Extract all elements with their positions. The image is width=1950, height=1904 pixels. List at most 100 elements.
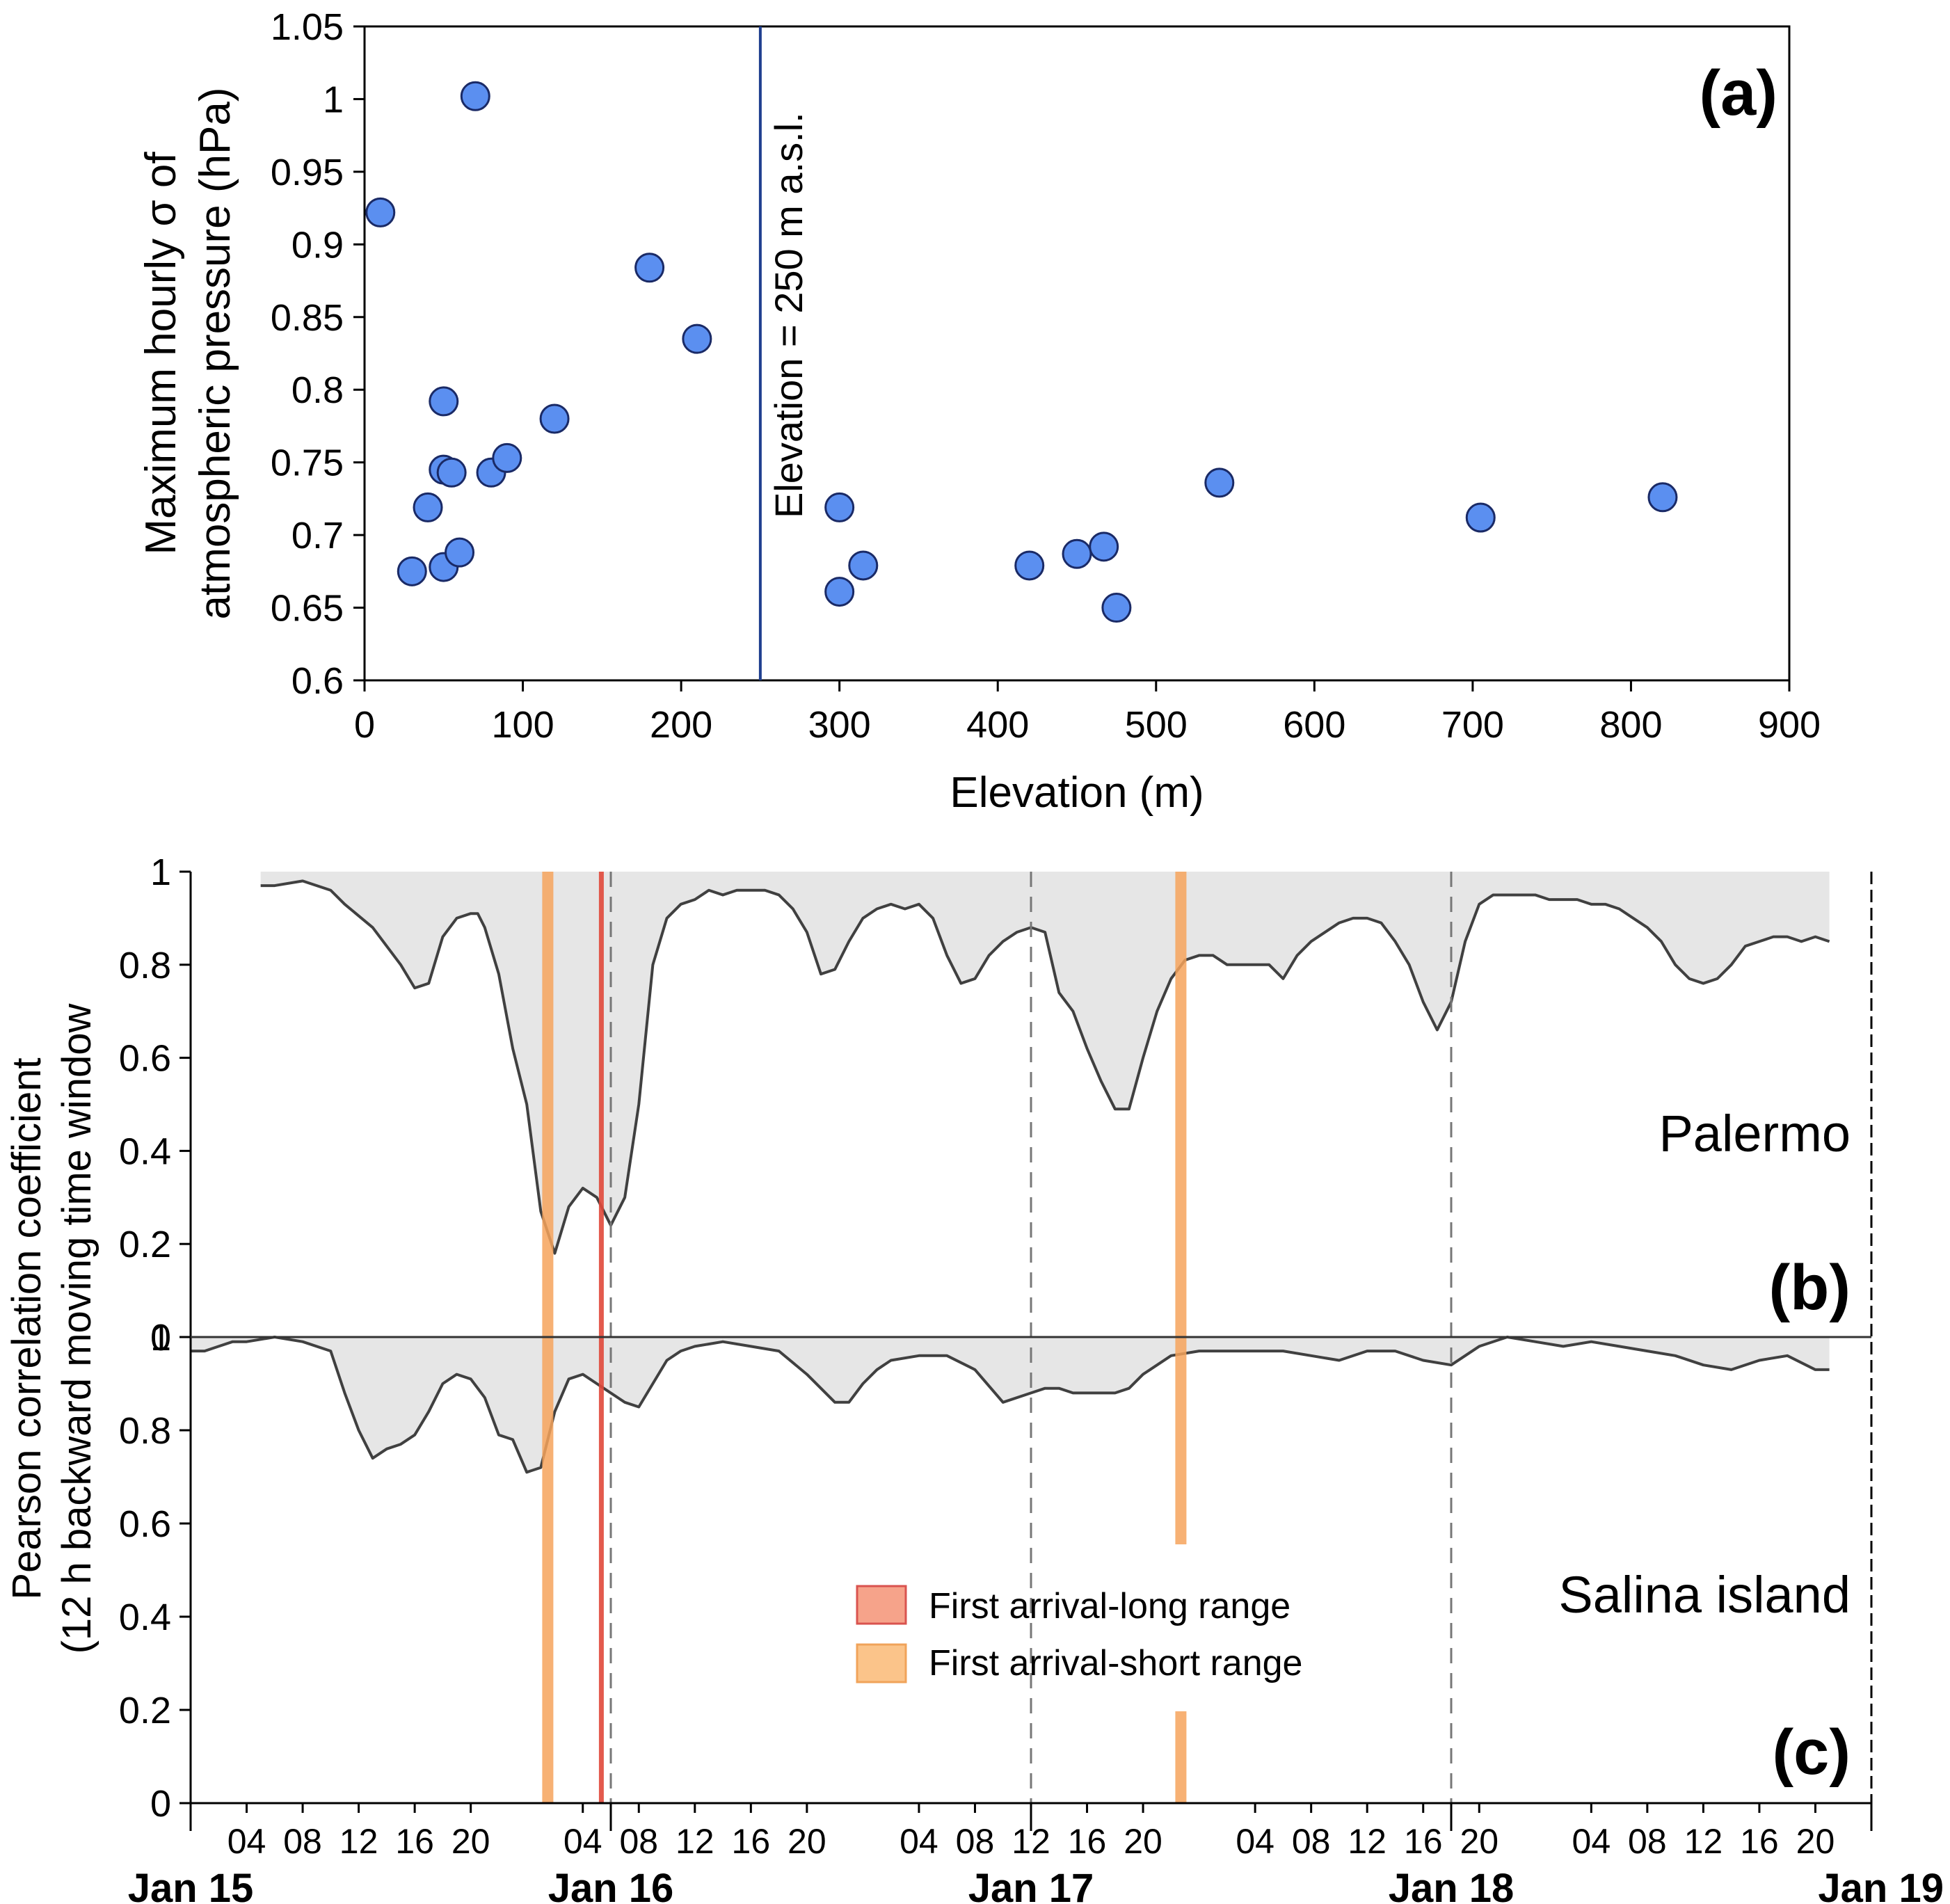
salina-line xyxy=(191,1336,1830,1474)
hour-tick-label: 20 xyxy=(451,1822,490,1861)
arrival-band-short xyxy=(1175,1711,1187,1803)
panel-a-x-tick-label: 900 xyxy=(1758,704,1821,746)
panel-bc-timeseries: 0 0.2 0.4 0.6 0.8 1 0 0.2 0.4 0.6 0.8 1 04 08 12 16 20… xyxy=(4,851,1944,1904)
scatter-point xyxy=(492,442,522,473)
scatter-point xyxy=(413,492,443,522)
hour-tick-label: 04 xyxy=(227,1822,266,1861)
hour-tick-label: 04 xyxy=(1572,1822,1611,1861)
panel-c-y-tick-label: 1 xyxy=(150,1317,171,1359)
day-tick-label: Jan 17 xyxy=(968,1866,1094,1904)
hour-tick-label: 12 xyxy=(1348,1822,1386,1861)
panel-a-y-tick-label: 0.6 xyxy=(291,660,344,702)
panel-a-y-ticks: 0.6 0.65 0.7 0.75 0.8 0.85 0.9 0.95 1 1.05 xyxy=(271,6,365,702)
panel-a-x-tick-label: 200 xyxy=(650,704,712,746)
scatter-point xyxy=(1101,593,1132,623)
hour-tick-label: 20 xyxy=(1460,1822,1499,1861)
panel-a-x-tick-label: 400 xyxy=(966,704,1029,746)
panel-c-y-tick-label: 0.8 xyxy=(119,1410,171,1452)
hour-tick-label: 08 xyxy=(1292,1822,1331,1861)
panel-a-points xyxy=(365,81,1678,623)
hour-tick-label: 04 xyxy=(564,1822,602,1861)
time-axis-ticks: 04 08 12 16 20 04 08 12 16 20 04 08 12 16 20 04 08 12 16 20… xyxy=(128,1803,1944,1904)
elevation-threshold-label: Elevation = 250 m a.s.l. xyxy=(767,112,810,518)
scatter-point xyxy=(539,403,570,434)
panel-a-x-axis-label: Elevation (m) xyxy=(950,769,1204,817)
panel-c-y-tick-label: 0.4 xyxy=(119,1597,171,1638)
panel-a-scatter: 0.6 0.65 0.7 0.75 0.8 0.85 0.9 0.95 1 1.05 0 100 20… xyxy=(137,6,1821,817)
scatter-point xyxy=(848,550,879,581)
panel-c-area xyxy=(191,1336,1830,1474)
panel-c-station-label: Salina island xyxy=(1558,1566,1851,1624)
panel-a-frame xyxy=(363,25,1791,682)
panel-a-x-tick-label: 100 xyxy=(492,704,554,746)
panel-a-y-tick-label: 0.7 xyxy=(291,515,344,557)
scatter-point xyxy=(1204,467,1235,498)
scatter-point xyxy=(397,556,427,586)
hour-tick-label: 16 xyxy=(1068,1822,1107,1861)
panel-a-y-tick-label: 0.85 xyxy=(271,297,344,339)
panel-c-y-tick-label: 0.2 xyxy=(119,1690,171,1731)
scatter-point xyxy=(682,323,712,354)
scatter-point xyxy=(429,386,459,417)
panel-b-y-tick-label: 0.8 xyxy=(119,945,171,986)
panel-a-y-axis-label-line1: Maximum hourly σ of xyxy=(137,152,185,555)
hour-tick-label: 12 xyxy=(676,1822,714,1861)
panel-a-x-tick-label: 700 xyxy=(1441,704,1504,746)
day-tick-label: Jan 18 xyxy=(1389,1866,1515,1904)
scatter-point xyxy=(1089,531,1119,562)
scatter-point xyxy=(460,81,490,111)
scatter-point xyxy=(634,253,665,283)
scatter-point xyxy=(1062,538,1092,569)
scatter-point xyxy=(436,457,467,488)
hour-tick-label: 12 xyxy=(339,1822,378,1861)
panel-c-y-tick-label: 0.6 xyxy=(119,1503,171,1545)
arrival-band-short xyxy=(1175,872,1187,1544)
salina-fill xyxy=(191,1337,1830,1473)
panel-b-y-tick-label: 0.2 xyxy=(119,1224,171,1265)
hour-tick-label: 04 xyxy=(900,1822,938,1861)
legend-swatch-short xyxy=(856,1643,907,1683)
panel-b-label: (b) xyxy=(1769,1252,1851,1323)
panel-a-x-ticks: 0 100 200 300 400 500 600 700 800 900 xyxy=(354,680,1821,746)
panel-a-x-tick-label: 0 xyxy=(354,704,375,746)
scatter-point xyxy=(1647,482,1678,513)
day-tick-label: Jan 19 xyxy=(1818,1866,1944,1904)
panel-a-x-tick-label: 300 xyxy=(808,704,871,746)
panel-a-x-tick-label: 600 xyxy=(1283,704,1345,746)
panel-a-x-tick-label: 500 xyxy=(1125,704,1188,746)
hour-tick-label: 12 xyxy=(1684,1822,1723,1861)
panel-a-y-tick-label: 1 xyxy=(323,79,344,120)
panel-a-y-tick-label: 0.65 xyxy=(271,588,344,630)
panel-bc-y-axis-label-line1: Pearson correlation coefficient xyxy=(4,1057,49,1599)
panel-a-y-axis-label-line2: atmospheric pressure (hPa) xyxy=(191,88,239,620)
panel-a-y-tick-label: 0.9 xyxy=(291,224,344,266)
scatter-point xyxy=(1465,502,1496,533)
hour-tick-label: 20 xyxy=(1796,1822,1835,1861)
hour-tick-label: 08 xyxy=(619,1822,658,1861)
panel-bc-y-axis-label-line2: (12 h backward moving time window xyxy=(54,1002,99,1654)
panel-c-y-ticks: 0 0.2 0.4 0.6 0.8 1 xyxy=(119,1317,191,1825)
panel-b-y-tick-label: 0.4 xyxy=(119,1130,171,1172)
hour-tick-label: 08 xyxy=(956,1822,995,1861)
scatter-point xyxy=(824,492,855,522)
legend: First arrival-long range First arrival-s… xyxy=(856,1585,1302,1683)
hour-tick-label: 08 xyxy=(283,1822,322,1861)
panel-c-y-tick-label: 0 xyxy=(150,1783,171,1825)
panel-a-y-tick-label: 1.05 xyxy=(271,6,344,48)
panel-a-x-tick-label: 800 xyxy=(1599,704,1662,746)
panel-a-y-tick-label: 0.95 xyxy=(271,152,344,193)
panel-b-area xyxy=(260,872,1830,1255)
scatter-point xyxy=(445,537,475,568)
panel-b-y-tick-label: 0 xyxy=(150,1317,171,1359)
panel-b-y-ticks: 0 0.2 0.4 0.6 0.8 1 xyxy=(119,851,191,1359)
panel-a-label: (a) xyxy=(1700,58,1777,129)
legend-swatch-long xyxy=(856,1585,907,1625)
legend-label-long: First arrival-long range xyxy=(929,1586,1290,1626)
day-tick-label: Jan 15 xyxy=(128,1866,254,1904)
scatter-point xyxy=(1014,550,1045,581)
hour-tick-label: 16 xyxy=(732,1822,771,1861)
legend-label-short: First arrival-short range xyxy=(929,1643,1302,1683)
palermo-fill xyxy=(260,872,1830,1254)
panel-b-y-tick-label: 0.6 xyxy=(119,1038,171,1080)
